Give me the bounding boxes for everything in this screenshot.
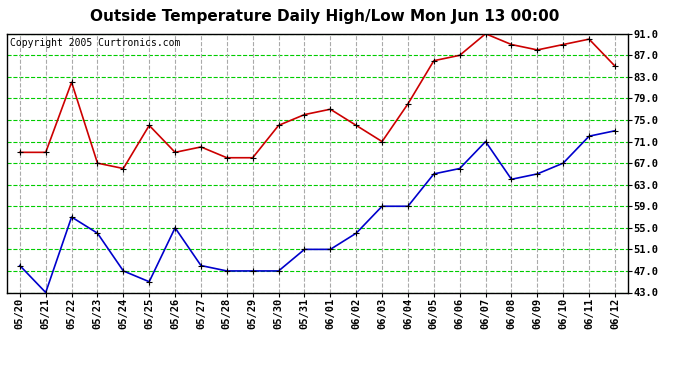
Text: Copyright 2005 Curtronics.com: Copyright 2005 Curtronics.com: [10, 38, 180, 48]
Text: Outside Temperature Daily High/Low Mon Jun 13 00:00: Outside Temperature Daily High/Low Mon J…: [90, 9, 559, 24]
